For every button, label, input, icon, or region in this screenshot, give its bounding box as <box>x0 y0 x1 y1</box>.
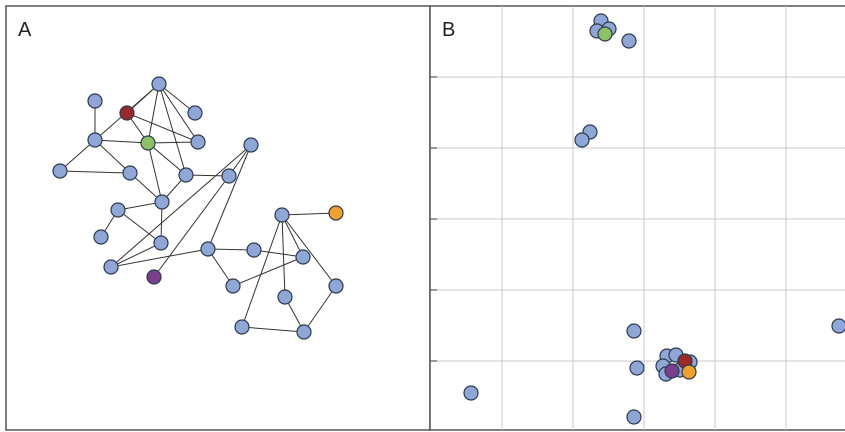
network-node-green <box>140 135 156 151</box>
network-node-purple <box>146 269 162 285</box>
scatter-node-default <box>831 318 845 334</box>
network-edge <box>59 139 96 172</box>
network-edge <box>110 144 252 268</box>
network-edge <box>110 248 209 268</box>
network-node-default <box>187 105 203 121</box>
network-node-default <box>234 319 250 335</box>
scatter-node-default <box>463 385 479 401</box>
network-node-default <box>246 242 262 258</box>
network-edge <box>158 83 196 114</box>
network-edge <box>94 139 131 174</box>
network-edge <box>241 214 283 328</box>
panel-a: A <box>5 5 431 431</box>
network-edge <box>147 142 187 176</box>
scatter-node-green <box>597 26 613 42</box>
network-node-default <box>93 229 109 245</box>
scatter-node-purple <box>664 363 680 379</box>
network-node-default <box>154 194 170 210</box>
network-node-default <box>151 76 167 92</box>
network-node-default <box>200 241 216 257</box>
network-edge <box>207 144 252 250</box>
panel-b-nodes <box>463 13 845 425</box>
panel-a-label: A <box>18 19 32 41</box>
network-node-default <box>87 93 103 109</box>
network-node-default <box>52 163 68 179</box>
panel-a-nodes <box>52 76 344 340</box>
network-edge <box>110 242 162 268</box>
network-node-default <box>221 168 237 184</box>
network-node-orange <box>328 205 344 221</box>
network-node-default <box>328 278 344 294</box>
scatter-node-default <box>621 33 637 49</box>
network-edge <box>126 112 199 143</box>
network-edge <box>147 142 163 203</box>
network-edge <box>207 248 255 251</box>
network-edge <box>281 214 304 258</box>
scatter-node-default <box>574 132 590 148</box>
network-edge <box>281 214 286 298</box>
panel-a-border <box>5 5 431 431</box>
network-node-default <box>110 202 126 218</box>
network-edge <box>281 214 337 287</box>
scatter-node-default <box>626 409 642 425</box>
network-edge <box>59 170 131 174</box>
network-edge <box>253 249 304 258</box>
network-node-red <box>119 105 135 121</box>
network-node-default <box>274 207 290 223</box>
panel-b-label: B <box>442 19 455 41</box>
network-edge <box>158 83 199 143</box>
network-edge <box>117 209 162 244</box>
network-node-default <box>190 134 206 150</box>
scatter-node-default <box>626 323 642 339</box>
network-node-default <box>103 259 119 275</box>
scatter-node-default <box>629 360 645 376</box>
network-edge <box>303 285 337 333</box>
network-node-default <box>243 137 259 153</box>
network-node-default <box>277 289 293 305</box>
network-edge <box>241 326 305 333</box>
network-node-default <box>295 249 311 265</box>
network-edge <box>232 256 304 287</box>
network-edge <box>281 212 337 216</box>
network-edge <box>147 141 199 144</box>
scatter-node-orange <box>681 364 697 380</box>
network-edge <box>94 139 149 144</box>
network-node-default <box>296 324 312 340</box>
network-node-default <box>178 167 194 183</box>
network-node-default <box>153 235 169 251</box>
network-node-default <box>122 165 138 181</box>
panel-b: B <box>429 5 845 431</box>
network-edge <box>153 175 230 278</box>
network-edge <box>158 83 187 176</box>
network-node-default <box>87 132 103 148</box>
network-node-default <box>225 278 241 294</box>
network-edge <box>147 83 160 144</box>
